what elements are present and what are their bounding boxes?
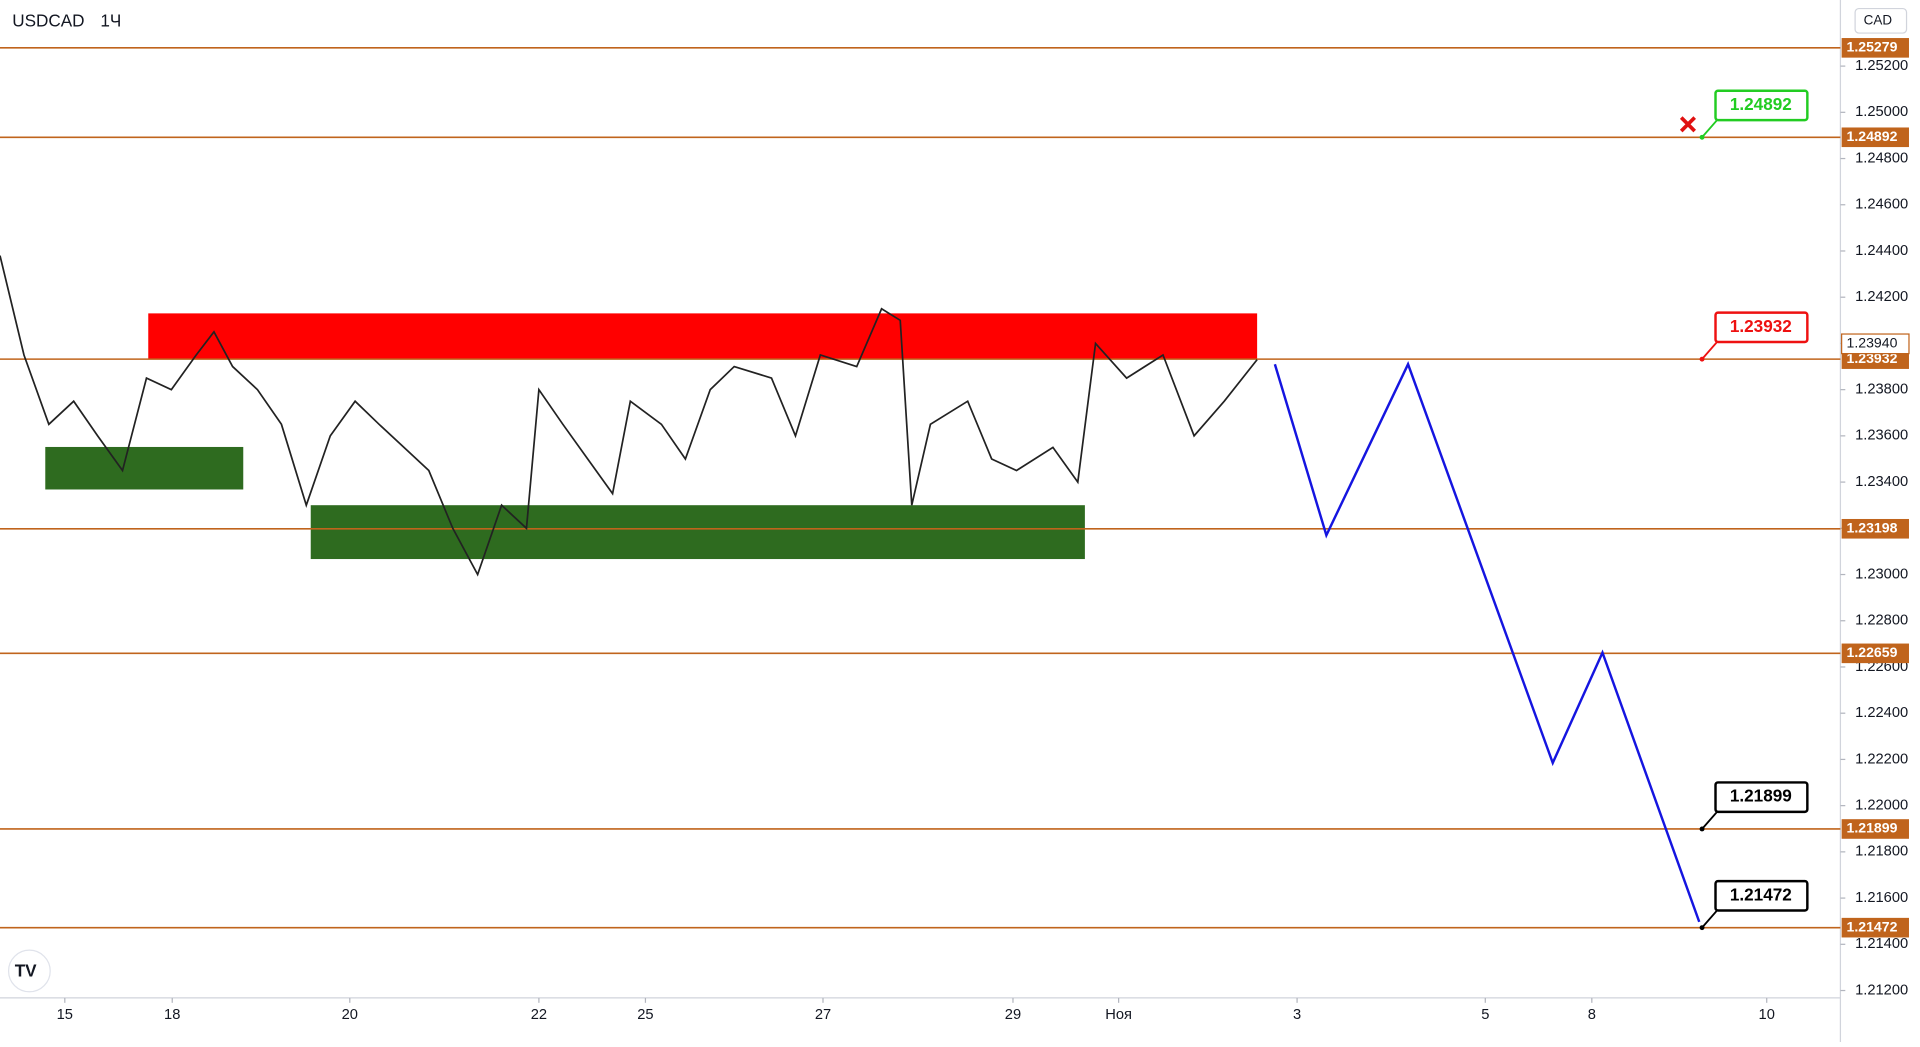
x-tick-label: 22 [531,1007,547,1023]
callout-label: 1.24892 [1730,94,1792,114]
callout-box [1714,781,1809,814]
y-tick-label: 1.22200 [1855,751,1908,767]
y-tick-label: 1.23600 [1855,428,1908,444]
interval[interactable]: 1Ч [100,11,121,31]
callout-box [1714,311,1809,344]
zone [45,446,244,490]
callout-box [1714,89,1809,122]
level-tag-label: 1.25279 [1847,39,1898,55]
last-price-label: 1.23940 [1847,335,1898,351]
level-tag-label: 1.21472 [1847,918,1898,934]
symbol: USDCAD [12,11,84,31]
callout-label: 1.21899 [1730,786,1792,806]
level-tag-label: 1.22659 [1847,644,1898,660]
y-tick-label: 1.24200 [1855,289,1908,305]
currency[interactable]: CAD [1864,12,1893,27]
level-tag-label: 1.21899 [1847,820,1898,836]
callout-box [1714,879,1809,912]
x-tick-label: Ноя [1105,1007,1132,1023]
level-tag [1841,518,1909,539]
y-tick-label: 1.23400 [1855,474,1908,490]
y-tick-label: 1.21600 [1855,890,1908,906]
callout-label: 1.23932 [1730,316,1792,336]
y-tick-label: 1.25000 [1855,104,1908,120]
y-tick-label: 1.25200 [1855,58,1908,74]
y-tick-label: 1.21400 [1855,936,1908,952]
last-price-tag [1841,333,1910,355]
y-tick-label: 1.21800 [1855,844,1908,860]
x-tick-label: 29 [1005,1007,1021,1023]
level-tag-label: 1.24892 [1847,128,1898,144]
y-tick-label: 1.24600 [1855,197,1908,213]
zone [310,505,1085,560]
x-tick-label: 10 [1759,1007,1775,1023]
y-tick-label: 1.22800 [1855,613,1908,629]
level-tag [1841,819,1909,839]
x-tick-label: 5 [1481,1007,1489,1023]
y-tick-label: 1.21200 [1855,982,1908,998]
y-tick-label: 1.22400 [1855,705,1908,721]
x-tick-label: 18 [164,1007,180,1023]
x-tick-label: 20 [342,1007,358,1023]
y-tick-label: 1.24400 [1855,243,1908,259]
cancel-mark [1679,116,1696,133]
level-tag [1841,349,1909,369]
x-tick-label: 27 [815,1007,831,1023]
x-tick-label: 3 [1293,1007,1301,1023]
y-tick-label: 1.23000 [1855,566,1908,582]
currency-button[interactable] [1854,7,1908,34]
forecast-path [1273,361,1701,923]
y-tick-label: 1.24800 [1855,150,1908,166]
level-tag-label: 1.23198 [1847,519,1898,535]
level-tag [1841,917,1909,938]
x-tick-label: 25 [637,1007,653,1023]
y-tick-label: 1.23800 [1855,382,1908,398]
level-tag [1841,643,1909,664]
price-line [0,255,1258,577]
callout-label: 1.21472 [1730,884,1792,904]
y-tick-label: 1.22000 [1855,798,1908,814]
x-tick-label: 15 [57,1007,73,1023]
level-tag [1841,127,1909,148]
zone [148,313,1258,360]
svg-text:TV: TV [15,961,37,981]
x-tick-label: 8 [1588,1007,1596,1023]
tv-logo: TV [7,949,51,993]
level-tag [1841,38,1909,58]
